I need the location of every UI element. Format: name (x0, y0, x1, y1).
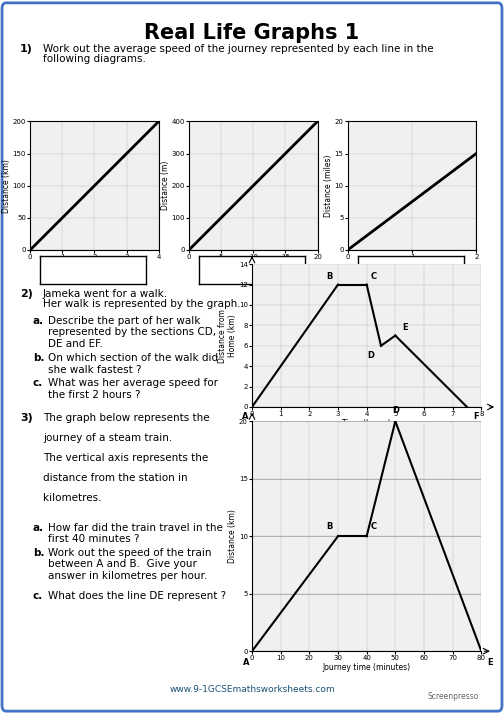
Text: A: A (243, 658, 249, 667)
Text: Real Life Graphs 1: Real Life Graphs 1 (144, 23, 360, 43)
Text: What was her average speed for
the first 2 hours ?: What was her average speed for the first… (48, 378, 218, 400)
X-axis label: Time (seconds): Time (seconds) (224, 261, 282, 271)
Text: 3): 3) (20, 413, 33, 423)
Y-axis label: Distance (km): Distance (km) (228, 509, 237, 563)
X-axis label: Time (hours): Time (hours) (70, 261, 119, 271)
Text: E: E (487, 658, 493, 667)
Text: c.: c. (33, 378, 43, 388)
X-axis label: Time (hours): Time (hours) (388, 261, 436, 271)
Text: b.: b. (33, 548, 44, 558)
Text: kilometres.: kilometres. (43, 493, 101, 503)
Text: distance from the station in: distance from the station in (43, 473, 187, 483)
Text: E: E (403, 323, 408, 333)
Text: A: A (241, 412, 248, 421)
Text: Her walk is represented by the graph.: Her walk is represented by the graph. (43, 299, 240, 309)
Text: c.: c. (33, 591, 43, 601)
Text: Describe the part of her walk
represented by the sections CD,
DE and EF.: Describe the part of her walk represente… (48, 316, 216, 348)
Y-axis label: Distance from
Home (km): Distance from Home (km) (218, 308, 237, 363)
Text: Work out the average speed of the journey represented by each line in the: Work out the average speed of the journe… (43, 44, 433, 54)
Y-axis label: Distance (km): Distance (km) (2, 159, 11, 213)
X-axis label: Journey time (minutes): Journey time (minutes) (323, 663, 411, 672)
Text: B: B (326, 273, 333, 281)
Text: On which section of the walk did
she walk fastest ?: On which section of the walk did she wal… (48, 353, 218, 375)
Text: Screenpresso: Screenpresso (427, 692, 479, 701)
Text: following diagrams.: following diagrams. (43, 54, 146, 64)
Text: The vertical axis represents the: The vertical axis represents the (43, 453, 208, 463)
Text: How far did the train travel in the
first 40 minutes ?: How far did the train travel in the firs… (48, 523, 223, 544)
Text: F: F (473, 412, 478, 421)
Text: What does the line DE represent ?: What does the line DE represent ? (48, 591, 226, 601)
Text: C: C (371, 523, 377, 531)
Text: D: D (392, 406, 399, 416)
Text: Jameka went for a walk.: Jameka went for a walk. (43, 289, 168, 299)
Y-axis label: Distance (miles): Distance (miles) (324, 154, 333, 217)
Text: a.: a. (33, 523, 44, 533)
Text: journey of a steam train.: journey of a steam train. (43, 433, 172, 443)
Text: 1): 1) (20, 44, 33, 54)
Text: 2): 2) (20, 289, 33, 299)
Text: C: C (371, 273, 377, 281)
Text: b.: b. (33, 353, 44, 363)
Text: Work out the speed of the train
between A and B.  Give your
answer in kilometres: Work out the speed of the train between … (48, 548, 211, 580)
Text: D: D (367, 351, 374, 360)
Text: a.: a. (33, 316, 44, 326)
Text: The graph below represents the: The graph below represents the (43, 413, 210, 423)
Text: www.9-1GCSEmathsworksheets.com: www.9-1GCSEmathsworksheets.com (169, 685, 335, 694)
Text: B: B (326, 523, 333, 531)
Y-axis label: Distance (m): Distance (m) (161, 161, 170, 211)
X-axis label: Time (hours): Time (hours) (342, 418, 391, 428)
